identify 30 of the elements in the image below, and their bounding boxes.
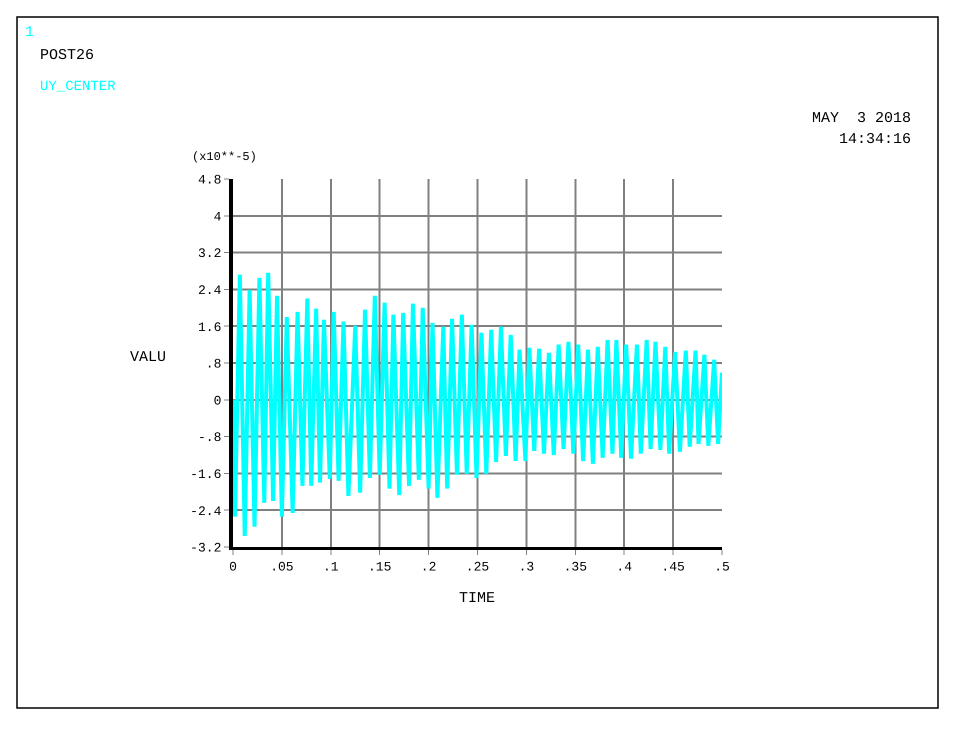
x-tick-label: .25 (466, 560, 490, 575)
y-tick-label: 4 (214, 209, 222, 224)
x-tick-label: .5 (714, 560, 730, 575)
y-axis-title: VALU (130, 349, 166, 366)
x-tick-label: .1 (322, 560, 339, 575)
x-tick-label: .3 (518, 560, 534, 575)
text: (x10**-5) (192, 150, 257, 164)
text: 1 (25, 24, 34, 41)
y-tick-label: 2.4 (198, 282, 222, 298)
y-tick-label: 1.6 (198, 320, 222, 335)
x-tick-label: .4 (616, 560, 632, 575)
y-tick-label: 0 (214, 393, 222, 408)
text: POST26 (40, 47, 94, 64)
x-tick-label: .35 (564, 560, 588, 575)
y-tick-label: -.8 (198, 430, 222, 446)
x-tick-label: .05 (270, 560, 294, 575)
y-tick-label: -3.2 (190, 540, 222, 556)
y-tick-label: 4.8 (198, 172, 222, 188)
x-tick-label: .2 (420, 560, 436, 575)
x-axis-title: TIME (459, 590, 496, 607)
y-tick-label: -2.4 (190, 504, 222, 519)
x-tick-label: 0 (229, 560, 237, 575)
text: 14:34:16 (839, 131, 912, 148)
y-tick-label: 3.2 (198, 246, 222, 262)
y-tick-label: .8 (206, 356, 222, 372)
x-tick-label: .15 (368, 560, 392, 575)
text: UY_CENTER (40, 79, 116, 95)
x-tick-label: .45 (661, 560, 685, 575)
text: MAY 3 2018 (812, 110, 912, 127)
y-tick-label: -1.6 (190, 466, 222, 482)
